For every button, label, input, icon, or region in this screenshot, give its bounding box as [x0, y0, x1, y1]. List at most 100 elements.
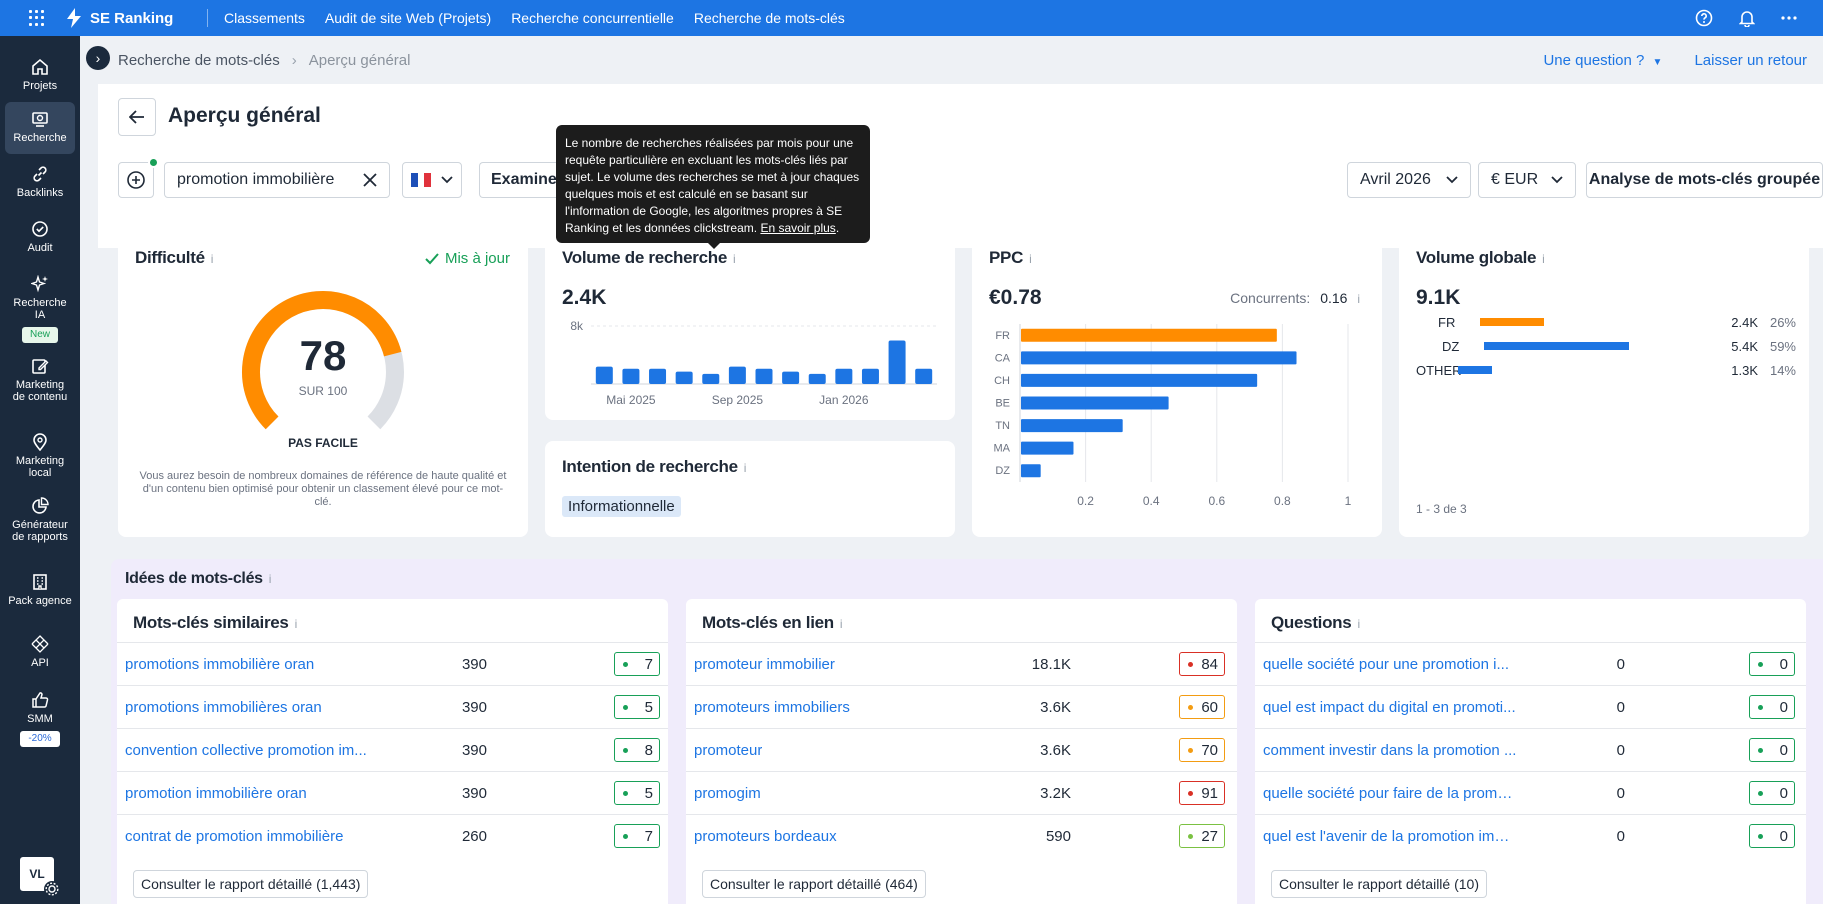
keyword-link[interactable]: quelle société pour faire de la promo... — [1263, 784, 1518, 802]
brand-logo[interactable]: SE Ranking — [65, 8, 207, 28]
info-icon[interactable]: i — [839, 617, 843, 631]
question-dropdown[interactable]: Une question ? ▼ — [1543, 52, 1662, 69]
sidebar-item-audit[interactable]: Audit — [5, 212, 75, 264]
sidebar-toggle-button[interactable]: › — [86, 46, 110, 70]
month-value: Avril 2026 — [1360, 171, 1431, 188]
clear-icon[interactable] — [361, 171, 379, 189]
sidebar-item-smm[interactable]: SMM -20% — [5, 683, 75, 755]
info-icon[interactable]: i — [1029, 252, 1032, 266]
sidebar-item-label: Backlinks — [16, 187, 64, 199]
keyword-link[interactable]: promoteur — [694, 741, 763, 759]
keyword-link[interactable]: promotion immobilière oran — [125, 784, 307, 802]
nav-classements[interactable]: Classements — [224, 10, 305, 26]
kd-value: 0 — [1779, 784, 1788, 802]
kd-value: 7 — [644, 827, 653, 845]
info-icon[interactable]: i — [1357, 292, 1360, 306]
learn-more-link[interactable]: En savoir plus — [760, 221, 836, 235]
sidebar-item-marketing-contenu[interactable]: Marketing de contenu — [5, 349, 75, 421]
keyword-link[interactable]: promogim — [694, 784, 761, 802]
ppc-bar[interactable] — [1021, 373, 1258, 387]
volume-bar[interactable] — [782, 371, 800, 384]
thumbs-up-icon — [32, 692, 49, 708]
currency-select[interactable]: € EUR — [1478, 162, 1576, 198]
volume-bar[interactable] — [595, 366, 613, 384]
detailed-report-button[interactable]: Consulter le rapport détaillé (464) — [702, 870, 926, 898]
volume-bar[interactable] — [835, 368, 853, 384]
global-volume-card: Volume globale i 9.1K FR 2.4K 26% DZ 5.4K 59% O… — [1399, 232, 1809, 537]
kd-badge: 5 — [614, 695, 660, 719]
keyword-link[interactable]: quelle société pour une promotion i... — [1263, 655, 1509, 673]
keyword-link[interactable]: convention collective promotion im... — [125, 741, 367, 759]
ppc-bar[interactable] — [1021, 464, 1041, 478]
sparkles-icon — [31, 275, 48, 293]
volume-bar[interactable] — [888, 340, 906, 385]
avatar[interactable]: VL — [20, 857, 60, 897]
keyword-link[interactable]: promoteur immobilier — [694, 655, 835, 673]
ppc-bar[interactable] — [1021, 419, 1123, 433]
country-row[interactable]: OTHER 1.3K 14% — [1416, 360, 1796, 380]
info-icon[interactable]: i — [210, 252, 214, 266]
ppc-bar[interactable] — [1021, 441, 1074, 455]
nav-audit[interactable]: Audit de site Web (Projets) — [324, 10, 492, 26]
sidebar-item-marketing-local[interactable]: Marketing local — [5, 425, 75, 485]
sidebar-item-recherche-ia[interactable]: Recherche IA New — [5, 267, 75, 347]
month-select[interactable]: Avril 2026 — [1347, 162, 1471, 198]
sidebar-item-generateur-rapports[interactable]: Générateur de rapports — [5, 489, 75, 561]
keyword-link[interactable]: promotions immobilière oran — [125, 655, 315, 673]
info-icon[interactable]: i — [294, 617, 298, 631]
sidebar-item-label: Marketing local — [15, 455, 65, 479]
keyword-link[interactable]: quel est l'avenir de la promotion imm... — [1263, 827, 1518, 845]
volume-bar[interactable] — [649, 368, 667, 384]
keyword-volume: 3.6K — [1040, 741, 1071, 759]
volume-bar[interactable] — [861, 368, 879, 384]
sidebar-item-backlinks[interactable]: Backlinks — [5, 157, 75, 209]
help-icon[interactable] — [1695, 9, 1713, 27]
info-icon[interactable]: i — [1542, 252, 1545, 266]
keyword-volume: 3.6K — [1040, 698, 1071, 716]
keyword-input[interactable]: promotion immobilière — [164, 162, 390, 198]
kd-value: 60 — [1201, 698, 1218, 716]
ppc-bar[interactable] — [1021, 351, 1297, 365]
info-icon[interactable]: i — [743, 461, 747, 475]
more-icon[interactable] — [1781, 16, 1797, 20]
sidebar-item-api[interactable]: API — [5, 627, 75, 679]
nav-keyword-research[interactable]: Recherche de mots-clés — [693, 10, 845, 26]
examine-button[interactable]: Examiner — [479, 162, 569, 198]
volume-bar[interactable] — [702, 373, 720, 384]
keyword-link[interactable]: promotions immobilières oran — [125, 698, 322, 716]
info-icon[interactable]: i — [1357, 617, 1360, 631]
keyword-link[interactable]: promoteurs immobiliers — [694, 698, 850, 716]
ppc-bar[interactable] — [1021, 328, 1277, 342]
add-keyword-button[interactable] — [118, 157, 159, 198]
country-row[interactable]: DZ 5.4K 59% — [1416, 336, 1796, 356]
grouped-analysis-button[interactable]: Analyse de mots-clés groupée — [1586, 162, 1823, 198]
keyword-link[interactable]: promoteurs bordeaux — [694, 827, 837, 845]
country-select[interactable] — [402, 162, 462, 198]
volume-bar[interactable] — [755, 368, 773, 384]
detailed-report-button[interactable]: Consulter le rapport détaillé (10) — [1271, 870, 1487, 898]
volume-bar[interactable] — [675, 371, 693, 384]
country-row[interactable]: FR 2.4K 26% — [1416, 312, 1796, 332]
back-button[interactable] — [118, 98, 156, 136]
settings-icon[interactable] — [44, 881, 60, 897]
volume-bar[interactable] — [622, 368, 640, 384]
sidebar-item-recherche[interactable]: Recherche — [5, 102, 75, 154]
volume-bar[interactable] — [808, 373, 826, 384]
breadcrumb-root[interactable]: Recherche de mots-clés — [118, 51, 280, 69]
info-icon[interactable]: i — [733, 252, 736, 266]
apps-grid-icon[interactable] — [29, 10, 45, 26]
keyword-link[interactable]: quel est impact du digital en promoti... — [1263, 698, 1516, 716]
volume-bar[interactable] — [728, 366, 746, 384]
keyword-link[interactable]: comment investir dans la promotion ... — [1263, 741, 1517, 759]
volume-bar[interactable] — [915, 368, 933, 384]
feedback-link[interactable]: Laisser un retour — [1694, 51, 1807, 69]
bell-icon[interactable] — [1739, 9, 1755, 27]
info-icon[interactable]: i — [268, 572, 272, 586]
sidebar-item-pack-agence[interactable]: Pack agence — [5, 565, 75, 623]
ppc-bar[interactable] — [1021, 396, 1169, 410]
keyword-volume: 0 — [1616, 655, 1625, 673]
sidebar-item-projets[interactable]: Projets — [5, 50, 75, 102]
nav-competitive-research[interactable]: Recherche concurrentielle — [511, 10, 674, 26]
keyword-link[interactable]: contrat de promotion immobilière — [125, 827, 344, 845]
detailed-report-button[interactable]: Consulter le rapport détaillé (1,443) — [133, 870, 369, 898]
